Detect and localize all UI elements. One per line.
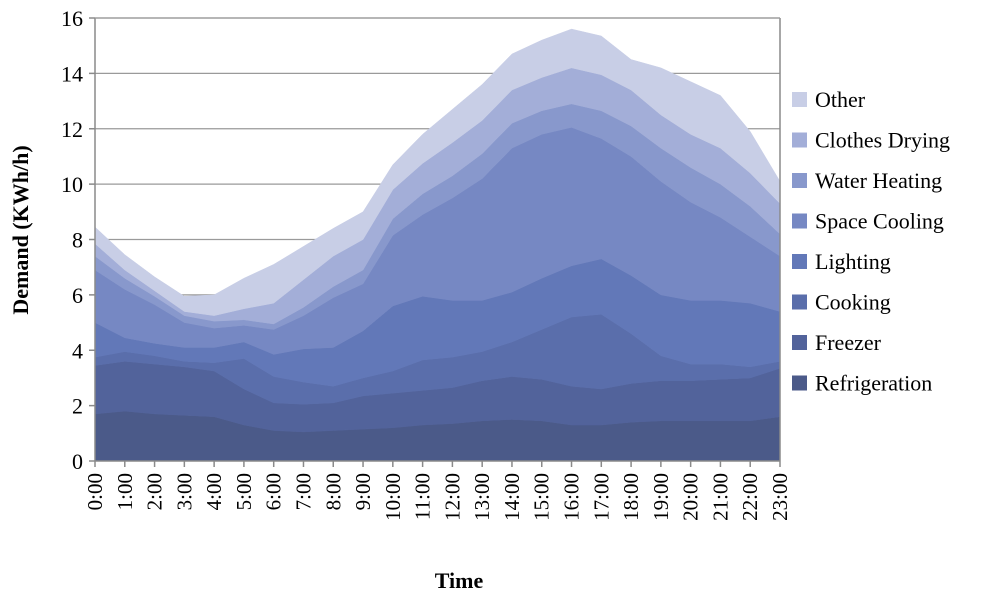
x-tick-label: 20:00 xyxy=(679,473,703,521)
y-tick-label: 10 xyxy=(61,172,83,197)
x-tick-label: 18:00 xyxy=(619,473,643,521)
x-tick-label: 23:00 xyxy=(768,473,792,521)
x-tick-label: 22:00 xyxy=(738,473,762,521)
legend-swatch-refrigeration xyxy=(792,375,807,391)
legend-label-water-heating: Water Heating xyxy=(815,168,942,193)
axes xyxy=(89,17,781,467)
x-tick-label: 7:00 xyxy=(291,473,315,510)
y-axis-title: Demand (KWh/h) xyxy=(8,145,33,314)
legend-swatch-cooking xyxy=(792,294,807,310)
legend-swatch-other xyxy=(792,92,807,107)
legend-swatch-lighting xyxy=(792,254,807,269)
x-tick-label: 6:00 xyxy=(262,473,286,510)
y-tick-label: 2 xyxy=(72,394,83,419)
legend-swatch-clothes-drying xyxy=(792,132,807,148)
x-axis-title: Time xyxy=(435,568,484,593)
legend-label-clothes-drying: Clothes Drying xyxy=(815,128,950,153)
x-tick-labels: 0:00 1:00 2:00 3:00 4:00 5:00 6:00 7:00 8:00 9:00… xyxy=(83,473,792,521)
legend-label-cooking: Cooking xyxy=(815,290,891,315)
y-tick-label: 16 xyxy=(61,6,83,31)
x-tick-label: 16:00 xyxy=(560,473,584,521)
area-series xyxy=(94,28,781,462)
legend-label-refrigeration: Refrigeration xyxy=(815,371,932,396)
legend-swatch-water-heating xyxy=(792,173,807,188)
x-tick-label: 17:00 xyxy=(589,473,613,521)
y-tick-label: 4 xyxy=(72,338,83,363)
x-tick-label: 8:00 xyxy=(321,473,345,510)
x-tick-label: 1:00 xyxy=(113,473,137,510)
y-tick-label: 6 xyxy=(72,283,83,308)
x-tick-label: 10:00 xyxy=(381,473,405,521)
x-tick-label: 2:00 xyxy=(143,473,167,510)
x-tick-label: 14:00 xyxy=(500,473,524,521)
legend-label-other: Other xyxy=(815,87,866,112)
x-tick-label: 13:00 xyxy=(470,473,494,521)
y-tick-label: 12 xyxy=(61,117,83,142)
legend: Other Clothes Drying Water Heating Space Co… xyxy=(792,87,950,396)
x-tick-label: 21:00 xyxy=(708,473,732,521)
x-tick-label: 5:00 xyxy=(232,473,256,510)
legend-swatch-freezer xyxy=(792,335,807,350)
y-tick-label: 0 xyxy=(72,449,83,474)
x-tick-label: 11:00 xyxy=(411,473,435,520)
x-tick-label: 12:00 xyxy=(440,473,464,521)
legend-label-space-cooling: Space Cooling xyxy=(815,209,944,234)
legend-swatch-space-cooling xyxy=(792,213,807,229)
legend-label-lighting: Lighting xyxy=(815,249,891,274)
x-tick-label: 0:00 xyxy=(83,473,107,510)
y-tick-label: 8 xyxy=(72,228,83,253)
legend-label-freezer: Freezer xyxy=(815,330,882,355)
x-tick-label: 19:00 xyxy=(649,473,673,521)
x-tick-label: 4:00 xyxy=(202,473,226,510)
x-tick-label: 15:00 xyxy=(530,473,554,521)
y-tick-labels: 0 2 4 6 8 10 12 14 16 xyxy=(61,6,83,474)
x-tick-label: 3:00 xyxy=(172,473,196,510)
x-tick-label: 9:00 xyxy=(351,473,375,510)
y-tick-label: 14 xyxy=(61,61,83,86)
